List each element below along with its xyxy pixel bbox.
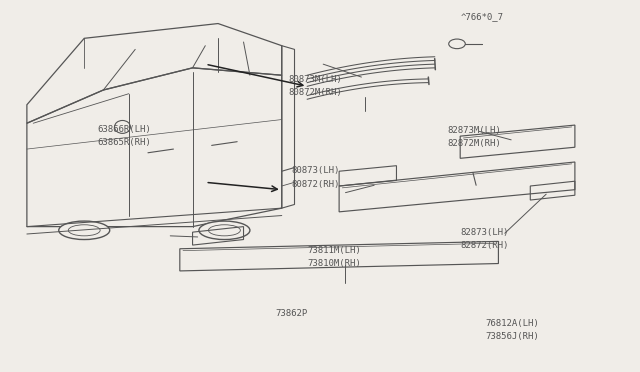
Text: ^766*0_7: ^766*0_7	[460, 12, 503, 21]
Ellipse shape	[199, 221, 250, 240]
Text: 73811M(LH): 73811M(LH)	[307, 246, 361, 255]
Text: 73810M(RH): 73810M(RH)	[307, 259, 361, 268]
Text: 80873(LH): 80873(LH)	[291, 166, 340, 175]
Text: 82873M(LH): 82873M(LH)	[447, 126, 501, 135]
Text: 63866R(LH): 63866R(LH)	[97, 125, 151, 134]
Text: 82872M(RH): 82872M(RH)	[447, 139, 501, 148]
Text: 80872M(RH): 80872M(RH)	[288, 89, 342, 97]
Text: 73856J(RH): 73856J(RH)	[486, 332, 540, 341]
Text: 80872(RH): 80872(RH)	[291, 180, 340, 189]
Text: 63865R(RH): 63865R(RH)	[97, 138, 151, 147]
Text: 82873(LH): 82873(LH)	[460, 228, 509, 237]
Text: 82872(RH): 82872(RH)	[460, 241, 509, 250]
Text: 73862P: 73862P	[275, 309, 308, 318]
Ellipse shape	[59, 221, 109, 240]
Text: 76812A(LH): 76812A(LH)	[486, 319, 540, 328]
Text: 80873M(LH): 80873M(LH)	[288, 75, 342, 84]
